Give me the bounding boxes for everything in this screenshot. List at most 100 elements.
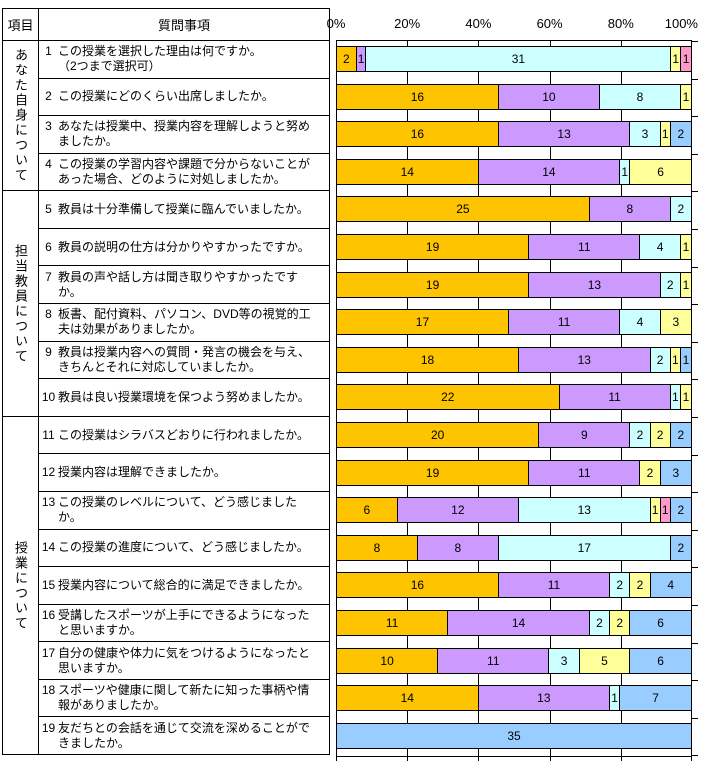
question-inner: 6 教員の説明の仕方は分かりやすかったですか。	[39, 240, 329, 255]
question-row: 6 教員の説明の仕方は分かりやすかったですか。	[39, 229, 329, 267]
question-text: 授業内容について総合的に満足できましたか。	[58, 577, 310, 592]
bar-segment-value: 9	[580, 428, 588, 442]
bar-row: 6 12 13 1 1 2	[336, 497, 692, 524]
bar-segment-value: 4	[667, 578, 675, 593]
bar-segment: 1	[670, 347, 681, 372]
bar-row: 14 14 1 6	[336, 158, 692, 185]
question-row: 1 この授業を選択した理由は何ですか。 （2つまで選択可）	[39, 41, 329, 79]
bar-segment: 6	[630, 648, 691, 673]
question-row: 18 スポーツや健康に関して新たに知った事柄や情報がありましたか。	[39, 680, 329, 718]
bar-segment: 2	[610, 611, 631, 635]
bar-segment-value: 1	[661, 503, 669, 518]
question-number: 15	[41, 577, 56, 592]
group-column: あなた自身について 担当教員について 授業について	[3, 41, 39, 755]
question-text: 教員は十分準備して授業に臨んでいましたか。	[58, 202, 309, 217]
bar-row: 35	[336, 722, 692, 749]
bar-segment: 10	[498, 84, 600, 109]
question-inner: 12 授業内容は理解できましたか。	[39, 465, 329, 480]
bar-segment-value: 11	[608, 390, 621, 405]
bar-segment: 7	[620, 686, 691, 711]
bar-segment: 11	[529, 235, 641, 259]
bar-segment: 31	[366, 47, 672, 71]
category-axis-tick	[692, 116, 698, 118]
bar-segment-value: 1	[672, 52, 680, 66]
bar-segment: 19	[337, 272, 530, 297]
group-label: 担当教員について	[13, 243, 28, 364]
question-text: あなたは授業中、授業内容を理解しようと努めましたか。	[58, 119, 311, 149]
bar-segment-value: 10	[542, 89, 556, 104]
bar-segment: 13	[519, 347, 651, 372]
bar-segment-value: 18	[420, 352, 435, 367]
bar-segment: 2	[610, 573, 631, 598]
question-inner: 5 教員は十分準備して授業に臨んでいましたか。	[39, 202, 329, 217]
bar-row: 16 11 2 2 4	[336, 572, 692, 599]
question-number: 9	[45, 344, 52, 359]
bar-segment-value: 20	[430, 428, 445, 442]
bar-segment: 16	[337, 84, 499, 109]
bar-segment-value: 8	[636, 89, 644, 104]
bar-segment-value: 13	[587, 277, 602, 292]
group-cell: あなた自身について	[3, 41, 38, 192]
bar-segment-value: 4	[636, 315, 644, 330]
bar-segment: 1	[660, 498, 671, 523]
bar-row: 16 10 8 1	[336, 83, 692, 110]
bar-segment-value: 1	[611, 691, 618, 706]
question-number: 6	[45, 239, 52, 254]
bar-segment: 1	[610, 686, 621, 711]
bar-segment-value: 3	[560, 653, 568, 668]
category-axis-tick	[692, 605, 698, 606]
question-text: スポーツや健康に関して新たに知った事柄や情報がありましたか。	[58, 683, 310, 713]
bar-segment: 2	[670, 498, 691, 523]
bar-segment-value: 8	[626, 202, 634, 217]
x-axis-tick-label: 40%	[465, 16, 492, 31]
bar-row: 19 11 4 1	[336, 234, 692, 260]
question-inner: 4 この授業の学習内容や課題で分からないことがあった場合、どのように対処しましたか…	[39, 157, 329, 187]
category-axis-tick	[692, 191, 698, 193]
group-cell: 担当教員について	[3, 191, 38, 417]
bar-row: 14 13 1 7	[336, 685, 692, 712]
bar-segment: 13	[478, 686, 611, 711]
question-row: 3 あなたは授業中、授業内容を理解しようと努めましたか。	[39, 116, 329, 154]
category-axis-tick	[692, 567, 698, 569]
bar-segment: 3	[660, 310, 691, 335]
bar-segment: 2	[660, 272, 681, 297]
bar-segment-value: 2	[677, 428, 685, 442]
bar-segment: 4	[650, 573, 691, 598]
bar-segment-value: 6	[657, 616, 664, 630]
bar-segment: 13	[529, 272, 661, 297]
value-axis-tick	[407, 757, 409, 761]
bar-segment: 17	[337, 310, 509, 335]
category-axis-tick	[692, 755, 698, 756]
bar-segment-value: 19	[425, 465, 440, 480]
category-axis-tick	[692, 717, 698, 719]
question-number: 5	[45, 202, 52, 217]
bar-segment: 11	[559, 385, 671, 410]
value-axis-tick	[478, 757, 480, 761]
question-inner: 3 あなたは授業中、授業内容を理解しようと努めましたか。	[39, 119, 329, 149]
bar-segment: 35	[337, 723, 691, 748]
question-row: 7 教員の声や話し方は聞き取りやすかったですか。	[39, 266, 329, 305]
bar-segment: 1	[671, 47, 682, 71]
bar-segment: 2	[589, 611, 611, 635]
bar-segment-value: 25	[456, 202, 470, 217]
question-row: 5 教員は十分準備して授業に臨んでいましたか。	[39, 191, 329, 229]
bar-segment: 4	[640, 235, 681, 259]
question-text: 教員の説明の仕方は分かりやすかったですか。	[58, 239, 310, 254]
bar-segment: 10	[337, 648, 439, 673]
bar-segment-value: 1	[651, 503, 659, 518]
question-number: 11	[42, 427, 55, 442]
bar-segment-value: 16	[410, 89, 425, 104]
bar-segment: 19	[337, 235, 530, 259]
value-axis-tick	[620, 757, 622, 761]
category-axis-tick	[692, 492, 698, 494]
bar-segment-value: 11	[547, 578, 561, 593]
question-text: 教員は良い授業環境を保つよう努めましたか。	[58, 389, 310, 404]
question-inner: 7 教員の声や話し方は聞き取りやすかったですか。	[39, 270, 329, 300]
question-number: 1	[45, 44, 52, 59]
bar-segment: 9	[539, 423, 631, 447]
bar-segment-value: 1	[682, 89, 690, 104]
bar-segment: 2	[650, 347, 671, 372]
bar-segment: 1	[650, 498, 661, 523]
bar-segment: 14	[448, 611, 590, 635]
